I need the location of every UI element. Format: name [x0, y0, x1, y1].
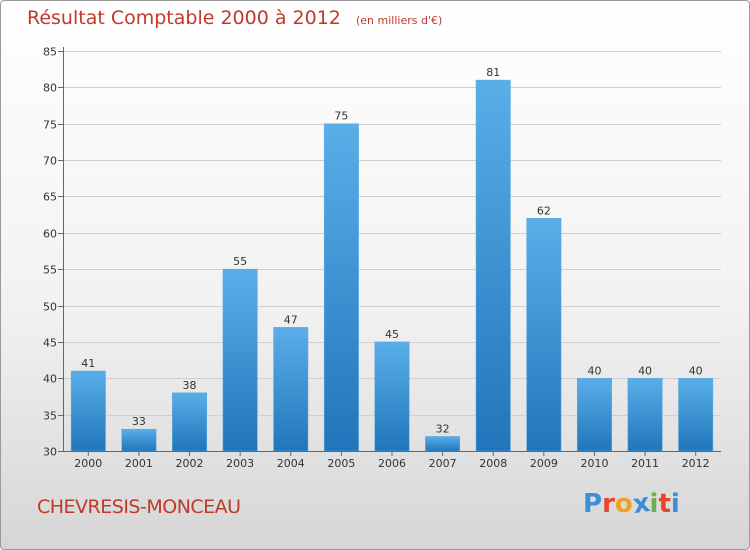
data-label-2000: 41: [81, 357, 95, 370]
data-label-2001: 33: [132, 415, 146, 428]
data-label-2004: 47: [284, 313, 298, 326]
bar-2003: [222, 268, 258, 452]
logo-letter: r: [602, 489, 615, 519]
title-subtitle: (en milliers d'€): [355, 14, 443, 27]
bar-2004: [273, 327, 309, 452]
y-tick-label: 50: [43, 301, 57, 314]
x-tick-label-2003: 2003: [226, 457, 254, 470]
title-main: Résultat Comptable 2000 à 2012: [27, 7, 341, 29]
data-label-2006: 45: [385, 328, 399, 341]
x-tick-label-2004: 2004: [277, 457, 305, 470]
x-tick-label-2006: 2006: [378, 457, 406, 470]
bar-2011: [627, 378, 663, 452]
data-label-2008: 81: [486, 66, 500, 79]
x-tick-label-2008: 2008: [479, 457, 507, 470]
x-tick-label-2002: 2002: [176, 457, 204, 470]
y-tick-label: 85: [43, 46, 57, 59]
x-tick-label-2010: 2010: [580, 457, 608, 470]
bar-2005: [323, 123, 359, 452]
data-label-2002: 38: [183, 379, 197, 392]
proxiti-logo: Proxiti: [583, 487, 680, 521]
x-tick-label-2000: 2000: [74, 457, 102, 470]
logo-letter: x: [630, 487, 652, 521]
y-tick-label: 60: [43, 228, 57, 241]
y-tick-label: 55: [43, 264, 57, 277]
y-tick-label: 70: [43, 155, 57, 168]
data-label-2005: 75: [334, 110, 348, 123]
bar-2000: [70, 370, 106, 452]
logo-letter: P: [583, 489, 603, 519]
logo-letter: i: [670, 489, 680, 519]
logo-letter: o: [614, 489, 633, 519]
bar-2006: [374, 341, 410, 452]
y-tick-label: 30: [43, 446, 57, 459]
bar-2012: [678, 378, 714, 452]
data-label-2011: 40: [638, 364, 652, 377]
x-tick-label-2001: 2001: [125, 457, 153, 470]
bar-2010: [577, 378, 612, 452]
data-label-2003: 55: [233, 255, 247, 268]
data-label-2007: 32: [436, 422, 450, 435]
bar-2008: [475, 79, 511, 452]
logo-letter: i: [649, 489, 659, 519]
data-label-2009: 62: [537, 204, 551, 217]
bars: [70, 79, 714, 452]
bar-2002: [172, 392, 207, 452]
y-tick-label: 80: [43, 82, 57, 95]
axes: [58, 47, 721, 456]
y-tick-label: 65: [43, 191, 57, 204]
x-tick-label-2007: 2007: [429, 457, 457, 470]
bar-2001: [121, 428, 157, 452]
x-tick-label-2011: 2011: [631, 457, 659, 470]
bar-2009: [526, 218, 562, 452]
x-tick-label-2012: 2012: [682, 457, 710, 470]
y-tick-label: 75: [43, 119, 57, 132]
x-tick-label-2009: 2009: [530, 457, 558, 470]
chart-title: Résultat Comptable 2000 à 2012 (en milli…: [27, 7, 442, 29]
x-tick-label-2005: 2005: [327, 457, 355, 470]
logo-letter: t: [658, 489, 671, 519]
data-label-2012: 40: [689, 364, 703, 377]
y-tick-label: 35: [43, 410, 57, 423]
commune-name: CHEVRESIS-MONCEAU: [37, 496, 241, 518]
data-label-2010: 40: [587, 364, 601, 377]
y-tick-label: 40: [43, 373, 57, 386]
bar-2007: [425, 436, 461, 452]
labels: 30 35 40 45 50 55 60 65 70 75 80 85 41 2000 33 2001 38 20…: [43, 46, 710, 471]
y-tick-label: 45: [43, 337, 57, 350]
